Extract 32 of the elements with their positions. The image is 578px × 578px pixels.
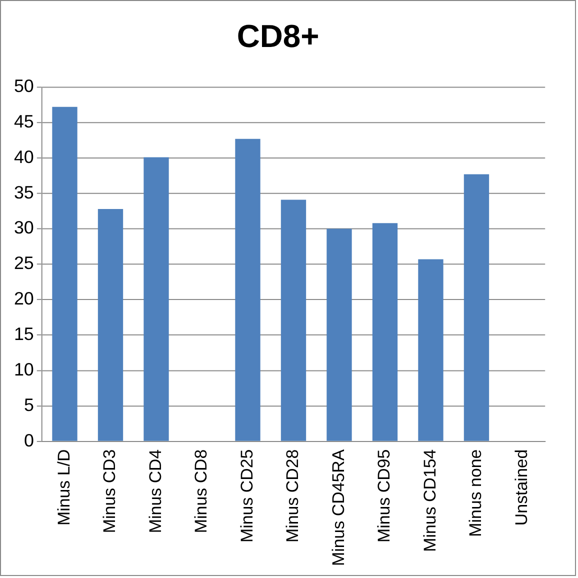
x-tick-label: Minus CD45RA [328,448,348,566]
y-tick-label: 40 [14,146,34,167]
y-tick-label: 15 [14,324,34,344]
y-tick-label: 25 [14,253,34,274]
bar [326,228,352,441]
x-tick-label: Minus CD4 [146,449,165,534]
bar [144,157,169,441]
chart-title: CD8+ [236,18,320,54]
bar [372,223,398,441]
bar [52,106,78,441]
x-tick-label: Minus CD95 [374,449,394,542]
bar [464,174,490,441]
y-tick-label: 5 [24,394,34,415]
x-tick-label: Minus CD25 [237,449,256,542]
bar [235,138,260,441]
x-tick-label: Minus CD8 [192,449,211,534]
bar [418,259,444,441]
bar [98,208,124,441]
y-tick-label: 45 [14,111,34,132]
x-tick-label: Minus L/D [54,449,74,526]
y-tick-label: 35 [14,182,34,202]
x-tick-label: Minus CD154 [420,449,440,552]
y-tick-label: 0 [24,430,34,450]
y-tick-label: 50 [14,76,34,96]
x-tick-label: Minus none [466,449,486,537]
y-tick-label: 30 [14,218,34,238]
x-tick-label: Minus CD3 [100,449,120,534]
y-tick-label: 20 [14,288,34,309]
y-tick-label: 10 [14,359,34,380]
x-tick-label: Minus CD28 [283,449,302,542]
bar [280,200,306,441]
x-tick-label: Unstained [512,449,531,526]
